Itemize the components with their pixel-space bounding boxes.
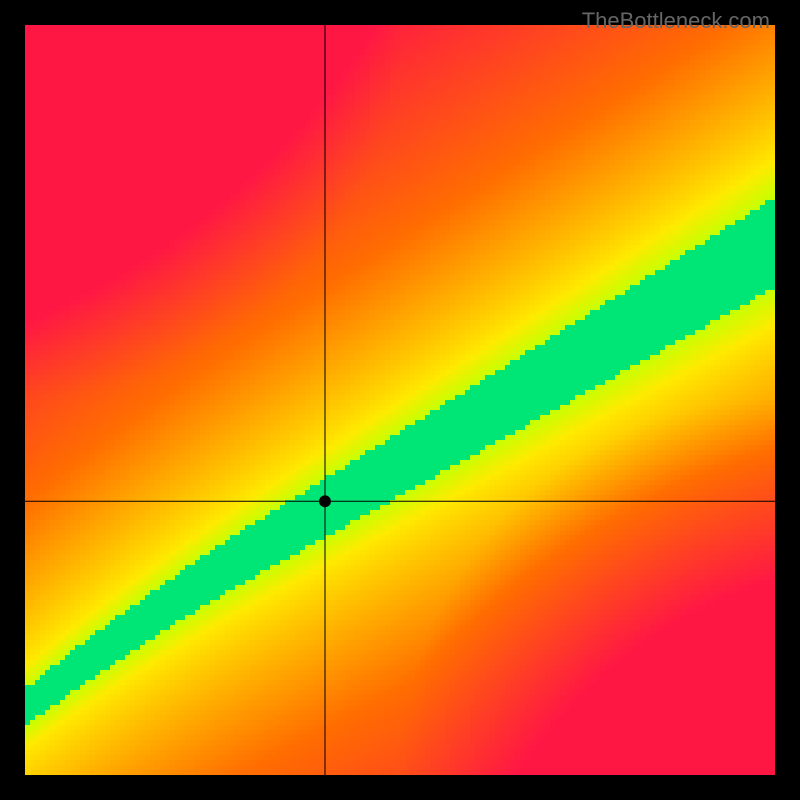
chart-container: TheBottleneck.com <box>0 0 800 800</box>
watermark-text: TheBottleneck.com <box>582 8 770 34</box>
heatmap-canvas <box>0 0 800 800</box>
